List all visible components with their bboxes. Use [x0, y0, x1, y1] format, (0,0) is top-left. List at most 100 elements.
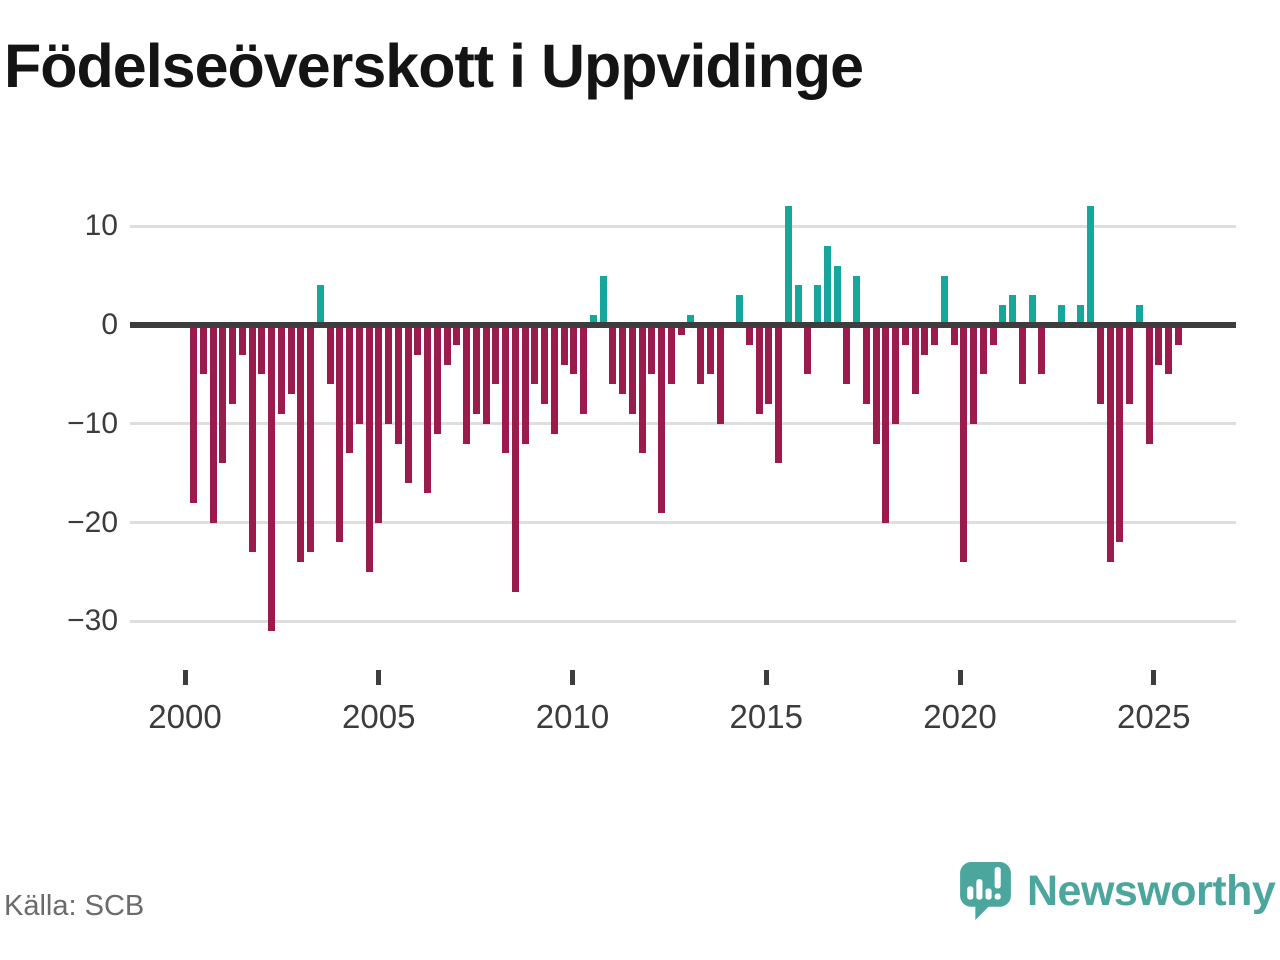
bar — [970, 325, 977, 424]
bar — [531, 325, 539, 385]
y-axis-label: 0 — [101, 308, 118, 341]
bar — [1028, 295, 1036, 325]
bar — [190, 325, 197, 503]
grid-line — [130, 619, 1236, 623]
bar — [775, 325, 782, 464]
bar — [453, 325, 461, 345]
bar — [1038, 325, 1046, 375]
bar — [1009, 295, 1016, 325]
x-axis-label: 2015 — [729, 698, 803, 735]
bar — [765, 325, 773, 405]
newsworthy-bubble-chart-icon — [960, 861, 1011, 920]
page-title: Födelseöverskott i Uppvidinge — [4, 32, 864, 100]
bar — [1116, 325, 1124, 543]
bar — [843, 325, 851, 385]
bar — [1135, 305, 1143, 325]
bar — [882, 325, 890, 523]
bar — [921, 325, 929, 355]
bar — [901, 325, 909, 345]
bar — [258, 325, 266, 375]
bar — [667, 325, 675, 385]
newsworthy-wordmark: Newsworthy — [1027, 866, 1276, 915]
x-axis-tick — [1151, 670, 1157, 685]
bar — [677, 325, 685, 335]
x-axis-label: 2025 — [1117, 698, 1191, 735]
bar — [911, 325, 919, 395]
bar — [833, 265, 841, 325]
bar — [931, 325, 938, 345]
bar — [940, 275, 948, 325]
bar — [853, 275, 860, 325]
y-axis-label: −30 — [67, 604, 118, 638]
source-note: Källa: SCB — [4, 890, 145, 922]
bar — [521, 325, 529, 444]
bar — [443, 325, 451, 365]
bar — [950, 325, 958, 345]
bar — [268, 325, 275, 632]
bar — [316, 285, 324, 325]
bar — [1174, 325, 1182, 345]
bar — [1106, 325, 1114, 563]
bar — [1057, 305, 1065, 325]
bar — [999, 305, 1007, 325]
bar — [541, 325, 548, 405]
bar — [472, 325, 480, 414]
bar — [960, 325, 968, 563]
bar — [687, 315, 695, 325]
bar — [355, 325, 363, 424]
x-axis-label: 2000 — [148, 698, 222, 735]
bar — [375, 325, 383, 523]
bar — [589, 315, 597, 325]
bar — [433, 325, 441, 434]
bar — [1165, 325, 1172, 375]
grid-line — [130, 422, 1236, 426]
grid-line — [130, 224, 1236, 228]
bar — [1126, 325, 1133, 405]
bar — [745, 325, 753, 345]
bar — [716, 325, 724, 424]
bar — [394, 325, 402, 444]
bar — [502, 325, 509, 454]
zero-axis-line — [130, 322, 1236, 328]
bar — [609, 325, 617, 385]
bar — [784, 206, 792, 325]
bar — [229, 325, 236, 405]
bar — [823, 245, 831, 325]
bar — [599, 275, 607, 325]
bar — [648, 325, 656, 375]
x-axis-tick — [182, 670, 188, 685]
x-axis-tick — [957, 670, 963, 685]
newsworthy-logo: Newsworthy — [958, 858, 1276, 924]
y-axis-label: −20 — [67, 505, 118, 539]
bar — [814, 285, 821, 325]
bar — [219, 325, 227, 464]
bar — [862, 325, 870, 405]
bar — [482, 325, 490, 424]
bar — [404, 325, 412, 484]
bar — [736, 295, 743, 325]
bar — [307, 325, 314, 553]
bar — [248, 325, 256, 553]
grid-line — [130, 521, 1236, 525]
bar — [706, 325, 714, 375]
bar — [238, 325, 246, 355]
x-axis-tick — [570, 670, 575, 685]
bar — [804, 325, 812, 375]
bar — [424, 325, 431, 493]
x-axis-tick — [763, 670, 769, 685]
bar — [580, 325, 587, 414]
y-axis-label: −10 — [67, 406, 118, 440]
bar — [1145, 325, 1153, 444]
bar — [1096, 325, 1104, 405]
bar — [414, 325, 422, 355]
bar — [755, 325, 763, 414]
bar — [326, 325, 334, 385]
bar — [1077, 305, 1085, 325]
bar — [209, 325, 217, 523]
bar — [989, 325, 997, 345]
y-axis-label: 10 — [84, 209, 118, 243]
bar — [287, 325, 295, 395]
bar — [979, 325, 987, 375]
